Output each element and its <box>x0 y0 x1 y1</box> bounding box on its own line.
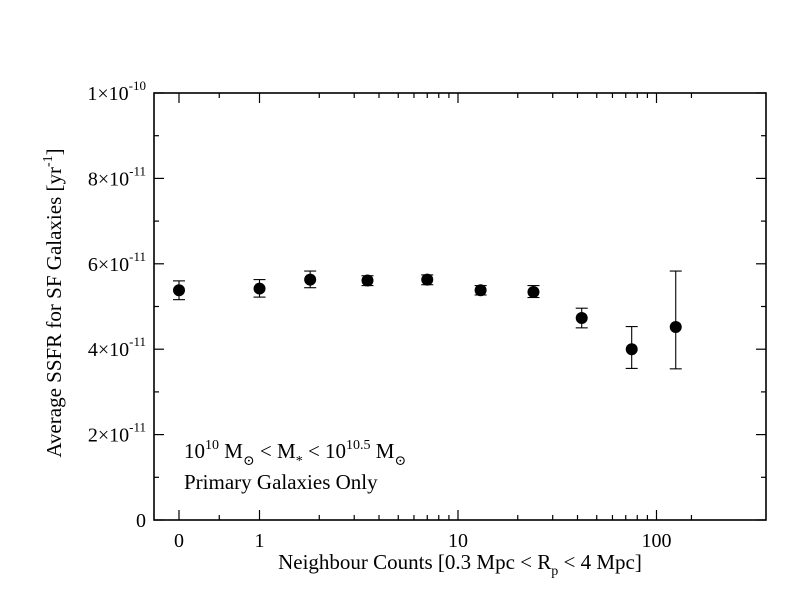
x-axis-label: Neighbour Counts [0.3 Mpc < Rp < 4 Mpc] <box>278 550 642 579</box>
y-tick-label: 4×10-11 <box>88 334 146 361</box>
data-point <box>527 285 540 298</box>
data-point-group <box>304 270 317 289</box>
data-point <box>421 273 434 286</box>
axis-ticks <box>154 92 766 521</box>
data-point <box>474 284 487 297</box>
data-point <box>253 282 266 295</box>
data-point <box>304 273 317 286</box>
data-point-group <box>669 270 682 370</box>
data-point-group <box>575 307 588 329</box>
y-axis-label: Average SSFR for SF Galaxies [yr-1] <box>41 148 66 457</box>
y-tick-label: 1×10-10 <box>87 78 146 105</box>
y-tick-label: 8×10-11 <box>88 163 146 190</box>
annotation: 1010 M⊙ < M* < 1010.5 M⊙ Primary Galaxie… <box>184 438 406 494</box>
annotation-sample: Primary Galaxies Only <box>184 470 378 494</box>
x-tick-label: 10 <box>448 530 468 552</box>
y-axis-tick-labels: 0 2×10-11 4×10-11 6×10-11 8×10-11 1×10-10 <box>87 78 146 532</box>
data-point-group <box>527 285 540 299</box>
x-tick-label: 0 <box>174 530 184 552</box>
x-tick-label: 100 <box>642 530 672 552</box>
x-tick-label: 1 <box>255 530 265 552</box>
y-tick-label: 0 <box>136 510 146 532</box>
data-point <box>173 284 185 297</box>
data-point-group <box>173 280 185 301</box>
data-point-group <box>361 274 374 287</box>
x-axis-tick-labels: 0 1 10 100 <box>174 530 672 552</box>
data-point <box>625 343 638 356</box>
data-series <box>173 270 682 370</box>
data-point-group <box>474 284 487 297</box>
data-point <box>361 274 374 287</box>
data-point-group <box>625 326 638 369</box>
data-point <box>669 320 682 333</box>
data-point-group <box>421 273 434 286</box>
y-tick-label: 6×10-11 <box>88 249 146 276</box>
data-point-group <box>253 279 266 298</box>
y-tick-label: 2×10-11 <box>88 420 146 447</box>
data-point <box>575 312 588 325</box>
annotation-mass-range: 1010 M⊙ < M* < 1010.5 M⊙ <box>184 438 406 469</box>
